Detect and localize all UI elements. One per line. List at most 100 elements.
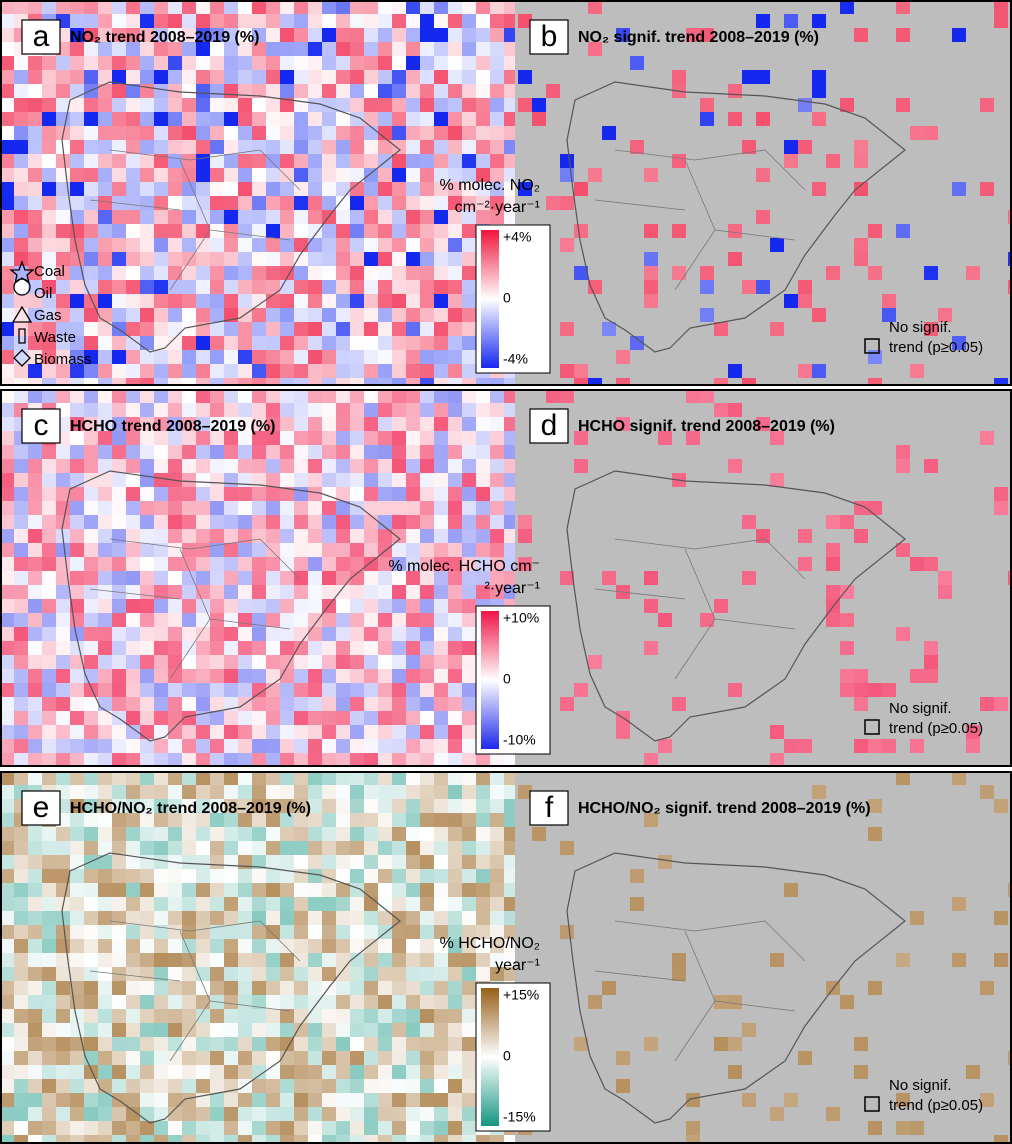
map-pixel	[14, 1107, 28, 1121]
map-pixel	[392, 1079, 406, 1093]
map-pixel	[154, 1009, 168, 1023]
map-pixel	[322, 641, 336, 655]
map-pixel	[364, 0, 378, 14]
row-hcho: cHCHO trend 2008–2019 (%)dHCHO signif. t…	[0, 389, 1012, 767]
map-pixel	[434, 487, 448, 501]
map-pixel	[140, 841, 154, 855]
map-pixel	[476, 389, 490, 403]
map-pixel	[196, 641, 210, 655]
map-pixel	[70, 280, 84, 294]
map-pixel	[448, 42, 462, 56]
map-pixel	[126, 126, 140, 140]
map-pixel	[252, 627, 266, 641]
map-pixel	[266, 1121, 280, 1135]
map-pixel	[14, 627, 28, 641]
map-pixel	[448, 112, 462, 126]
map-pixel	[420, 1107, 434, 1121]
map-pixel	[350, 813, 364, 827]
map-pixel	[210, 1107, 224, 1121]
map-pixel	[112, 771, 126, 785]
map-pixel	[406, 56, 420, 70]
map-pixel	[840, 585, 854, 599]
map-pixel	[98, 252, 112, 266]
map-pixel	[392, 711, 406, 725]
map-pixel	[294, 655, 308, 669]
map-pixel	[504, 14, 515, 28]
map-pixel	[420, 294, 434, 308]
map-pixel	[84, 266, 98, 280]
map-pixel	[14, 1037, 28, 1051]
map-pixel	[294, 683, 308, 697]
map-pixel	[126, 1009, 140, 1023]
map-pixel	[490, 14, 504, 28]
map-pixel	[308, 869, 322, 883]
map-pixel	[742, 1093, 756, 1107]
map-pixel	[434, 841, 448, 855]
map-pixel	[98, 1023, 112, 1037]
map-pixel	[98, 266, 112, 280]
map-pixel	[462, 445, 476, 459]
map-pixel	[504, 112, 515, 126]
map-pixel	[994, 0, 1008, 14]
map-pixel	[490, 403, 504, 417]
map-pixel	[448, 487, 462, 501]
map-pixel	[700, 613, 714, 627]
map-pixel	[56, 599, 70, 613]
map-pixel	[196, 655, 210, 669]
map-pixel	[434, 431, 448, 445]
map-pixel	[364, 543, 378, 557]
map-pixel	[84, 0, 98, 14]
map-pixel	[294, 350, 308, 364]
map-pixel	[28, 210, 42, 224]
map-pixel	[196, 739, 210, 753]
map-pixel	[266, 1023, 280, 1037]
map-pixel	[238, 1093, 252, 1107]
map-pixel	[448, 1121, 462, 1135]
map-pixel	[392, 140, 406, 154]
map-pixel	[336, 431, 350, 445]
map-pixel	[28, 126, 42, 140]
map-pixel	[350, 308, 364, 322]
map-pixel	[294, 669, 308, 683]
map-pixel	[42, 925, 56, 939]
map-pixel	[126, 98, 140, 112]
map-pixel	[154, 627, 168, 641]
map-pixel	[210, 182, 224, 196]
map-pixel	[448, 953, 462, 967]
map-pixel	[434, 827, 448, 841]
map-pixel	[434, 84, 448, 98]
map-pixel	[364, 487, 378, 501]
map-pixel	[490, 70, 504, 84]
map-pixel	[42, 981, 56, 995]
map-pixel	[140, 140, 154, 154]
map-pixel	[616, 1051, 630, 1065]
map-pixel	[350, 238, 364, 252]
map-pixel	[350, 753, 364, 767]
map-pixel	[126, 939, 140, 953]
map-pixel	[168, 70, 182, 84]
map-pixel	[378, 1107, 392, 1121]
map-pixel	[378, 711, 392, 725]
map-pixel	[322, 1009, 336, 1023]
map-pixel	[14, 308, 28, 322]
map-pixel	[448, 0, 462, 14]
map-pixel	[322, 799, 336, 813]
map-pixel	[224, 403, 238, 417]
map-pixel	[392, 1051, 406, 1065]
map-pixel	[294, 995, 308, 1009]
map-pixel	[252, 669, 266, 683]
map-pixel	[196, 210, 210, 224]
map-pixel	[126, 785, 140, 799]
map-pixel	[182, 238, 196, 252]
map-pixel	[154, 403, 168, 417]
map-pixel	[280, 459, 294, 473]
map-pixel	[420, 42, 434, 56]
map-pixel	[126, 1051, 140, 1065]
map-pixel	[238, 655, 252, 669]
map-pixel	[28, 473, 42, 487]
map-pixel	[378, 224, 392, 238]
map-pixel	[252, 140, 266, 154]
map-pixel	[154, 364, 168, 378]
map-pixel	[462, 897, 476, 911]
map-pixel	[490, 98, 504, 112]
